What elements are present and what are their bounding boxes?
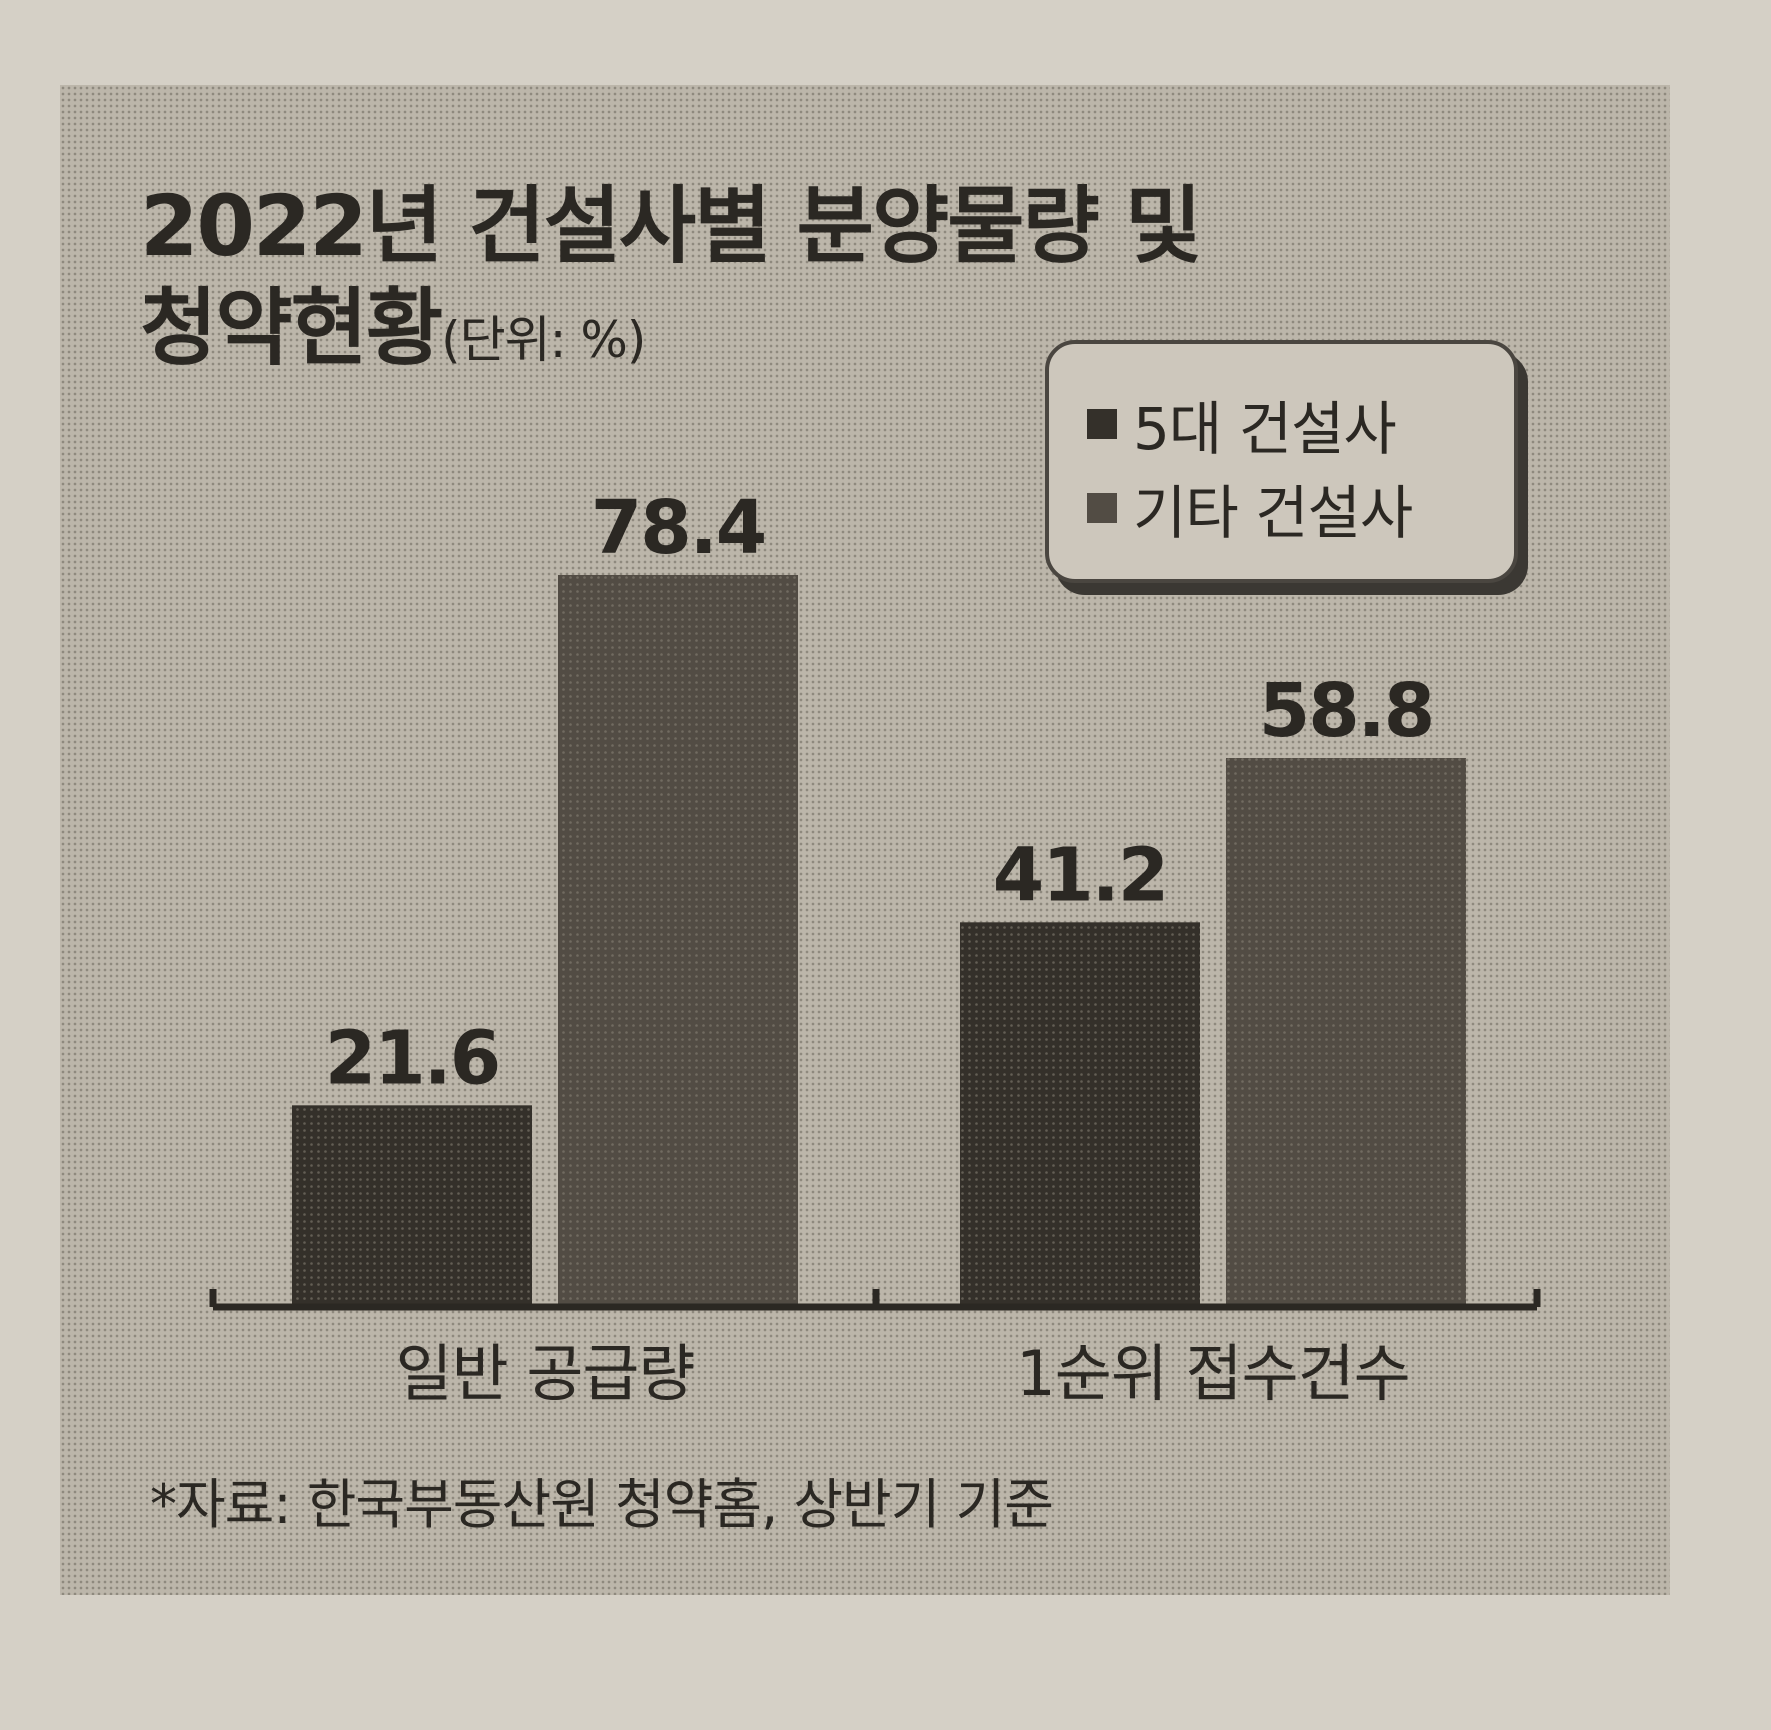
legend-swatch-5-major bbox=[1087, 409, 1117, 439]
chart-title: 2022년 건설사별 분양물량 및 청약현황(단위: %) bbox=[140, 175, 1440, 380]
value-label-0-0: 21.6 bbox=[325, 1015, 500, 1101]
source-note: *자료: 한국부동산원 청약홈, 상반기 기준 bbox=[150, 1473, 1054, 1536]
chart-title-line2: 청약현황 bbox=[140, 279, 443, 378]
legend-label-other: 기타 건설사 bbox=[1133, 479, 1413, 547]
chart-title-line1: 2022년 건설사별 분양물량 및 bbox=[140, 177, 1202, 275]
value-label-1-1: 58.8 bbox=[1259, 668, 1434, 754]
legend-item-other: 기타 건설사 bbox=[1087, 466, 1413, 550]
legend-item-5-major: 5대 건설사 bbox=[1087, 382, 1397, 466]
category-label-1: 1순위 접수건수 bbox=[1016, 1337, 1409, 1410]
legend-swatch-other bbox=[1087, 493, 1117, 523]
chart-legend: 5대 건설사 기타 건설사 bbox=[1045, 340, 1518, 583]
bar-texture-1-0 bbox=[558, 575, 798, 1307]
bar-texture-0-0 bbox=[292, 1105, 532, 1307]
chart-unit-label: (단위: %) bbox=[441, 311, 646, 370]
category-label-0: 일반 공급량 bbox=[396, 1337, 695, 1410]
value-label-0-1: 41.2 bbox=[993, 832, 1168, 918]
legend-label-5-major: 5대 건설사 bbox=[1133, 395, 1397, 463]
value-label-1-0: 78.4 bbox=[591, 485, 766, 571]
bar-texture-1-1 bbox=[1226, 758, 1466, 1307]
bar-texture-0-1 bbox=[960, 922, 1200, 1307]
